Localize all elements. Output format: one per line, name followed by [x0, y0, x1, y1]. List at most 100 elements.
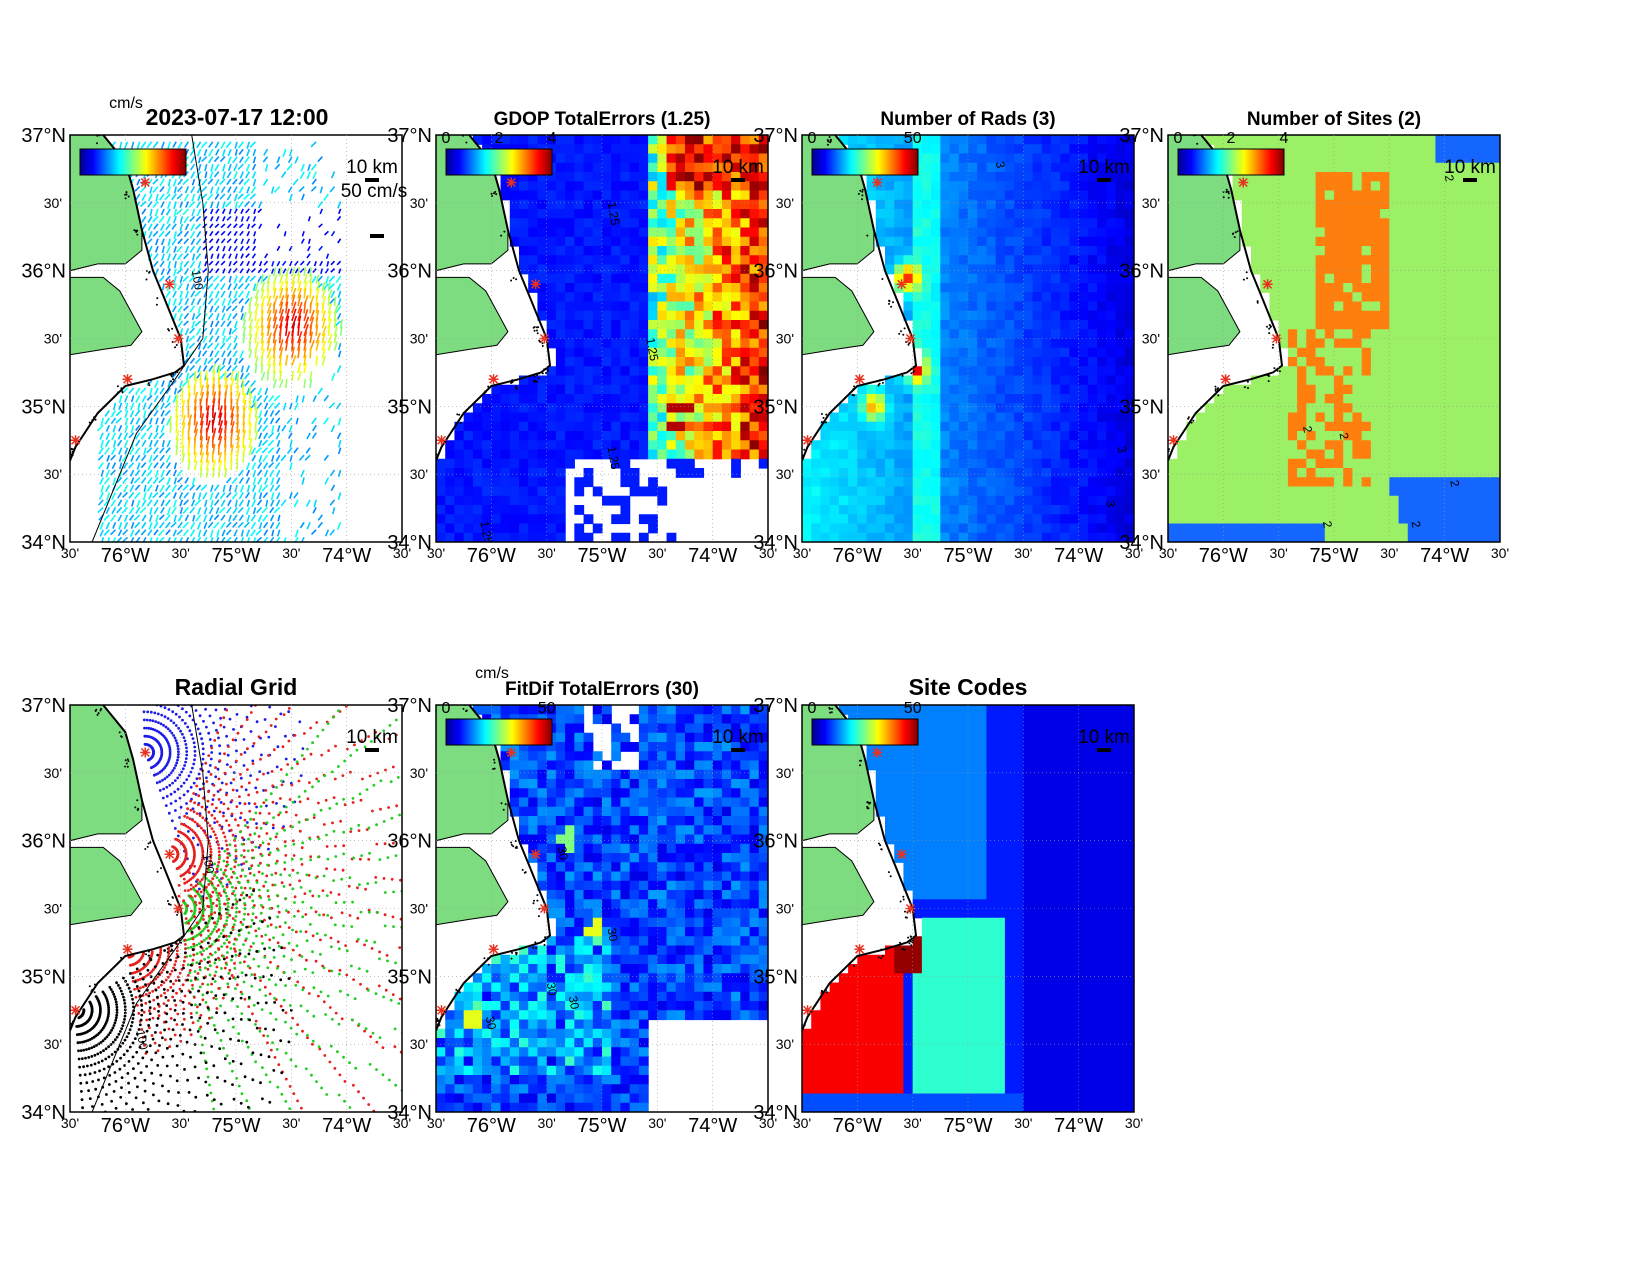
current-vector [182, 275, 189, 283]
current-vector [219, 156, 226, 163]
nrads-grid-cell [1004, 338, 1015, 349]
coast-dot [910, 372, 913, 375]
current-vector [228, 275, 232, 283]
nrads-grid-cell [1051, 421, 1061, 432]
current-vector [208, 365, 214, 372]
nrads-grid-cell [1087, 236, 1098, 247]
current-vector [204, 499, 208, 507]
gdop-grid-cell [638, 190, 649, 201]
current-vector [172, 216, 177, 224]
current-vector [250, 447, 257, 455]
nsites-grid-cell [1241, 458, 1252, 469]
gdop-grid-cell [703, 384, 714, 395]
nsites-grid-cell [1195, 495, 1206, 506]
nrads-grid-cell [912, 412, 923, 423]
nsites-grid-cell [1186, 458, 1197, 469]
nsites-grid-cell [1306, 209, 1317, 219]
current-vector [238, 141, 244, 149]
gdop-grid-cell [574, 523, 585, 534]
current-vector [278, 331, 282, 344]
nrads-grid-cell [977, 199, 988, 210]
nrads-grid-cell [894, 384, 905, 395]
current-vector [254, 282, 259, 292]
nrads-grid-cell [931, 172, 941, 182]
nrads-grid-cell [958, 255, 969, 266]
gdop-grid-cell [731, 301, 741, 312]
gdop-grid-cell [657, 209, 668, 219]
current-vector [215, 536, 220, 542]
nsites-grid-cell [1204, 421, 1215, 432]
nsites-grid-cell [1287, 329, 1298, 340]
current-vector [307, 216, 311, 222]
nrads-grid-cell [949, 431, 960, 441]
gdop-grid-cell [445, 486, 456, 497]
nrads-grid-cell [1041, 495, 1052, 506]
current-vector [315, 274, 320, 284]
nrads-grid-cell [811, 449, 822, 460]
coast-dot [456, 421, 459, 424]
current-vector [309, 287, 312, 299]
gdop-grid-cell [546, 514, 557, 525]
gdop-grid-cell [592, 357, 603, 367]
current-vector [222, 148, 226, 157]
nsites-grid-cell [1352, 458, 1363, 469]
nrads-grid-cell [1014, 431, 1024, 441]
nsites-grid-cell [1269, 199, 1280, 210]
nrads-grid-cell [1124, 394, 1134, 404]
current-vector [321, 281, 326, 292]
gdop-grid-cell [574, 477, 585, 488]
lon-minor-tick-label: 30' [759, 545, 777, 561]
gdop-grid-cell [555, 421, 566, 432]
nrads-grid-cell [921, 218, 932, 229]
current-vector [149, 439, 153, 448]
current-vector [233, 223, 238, 229]
nrads-grid-cell [802, 477, 812, 488]
gdop-grid-cell [675, 384, 686, 395]
current-vector [309, 302, 312, 314]
gdop-grid-cell [657, 273, 668, 284]
gdop-grid-cell [629, 357, 640, 367]
current-vector [246, 268, 250, 274]
gdop-grid-cell [721, 421, 732, 432]
nrads-grid-cell [1014, 338, 1024, 349]
current-vector [336, 521, 342, 530]
gdop-grid-cell [758, 394, 768, 404]
nrads-grid-cell [995, 523, 1006, 534]
gdop-grid-cell [740, 227, 751, 238]
nsites-grid-cell [1269, 532, 1280, 542]
gdop-grid-cell [694, 338, 705, 349]
nsites-grid-cell [1361, 227, 1372, 238]
nrads-grid-cell [1087, 283, 1098, 293]
gdop-grid-cell [555, 264, 566, 275]
current-vector [258, 223, 263, 229]
nsites-grid-cell [1361, 172, 1372, 182]
nsites-grid-cell [1241, 468, 1252, 478]
current-vector [214, 499, 220, 506]
current-vector [172, 253, 177, 261]
current-vector [196, 536, 202, 542]
nrads-grid-cell [875, 514, 886, 525]
nsites-grid-cell [1315, 301, 1326, 312]
current-vector [260, 288, 265, 299]
gdop-grid-cell [602, 421, 612, 432]
nrads-grid-cell [903, 236, 914, 247]
lon-minor-tick-label: 30' [793, 545, 811, 561]
current-vector [214, 342, 220, 351]
nrads-grid-cell [1097, 338, 1107, 349]
nrads-grid-cell [986, 301, 997, 312]
nsites-grid-cell [1287, 135, 1298, 145]
nsites-grid-cell [1214, 468, 1224, 478]
current-vector [205, 384, 210, 396]
nrads-grid-cell [949, 310, 960, 321]
current-vector [187, 460, 191, 471]
coast-dot [888, 300, 891, 303]
gdop-grid-cell [583, 199, 594, 210]
nsites-grid-cell [1306, 523, 1317, 534]
gdop-grid-cell [463, 468, 474, 478]
nsites-grid-cell [1334, 236, 1344, 247]
gdop-grid-cell [583, 357, 594, 367]
nrads-grid-cell [977, 347, 988, 358]
current-vector [297, 371, 302, 381]
nsites-grid-cell [1334, 209, 1344, 219]
nsites-grid-cell [1214, 394, 1224, 404]
